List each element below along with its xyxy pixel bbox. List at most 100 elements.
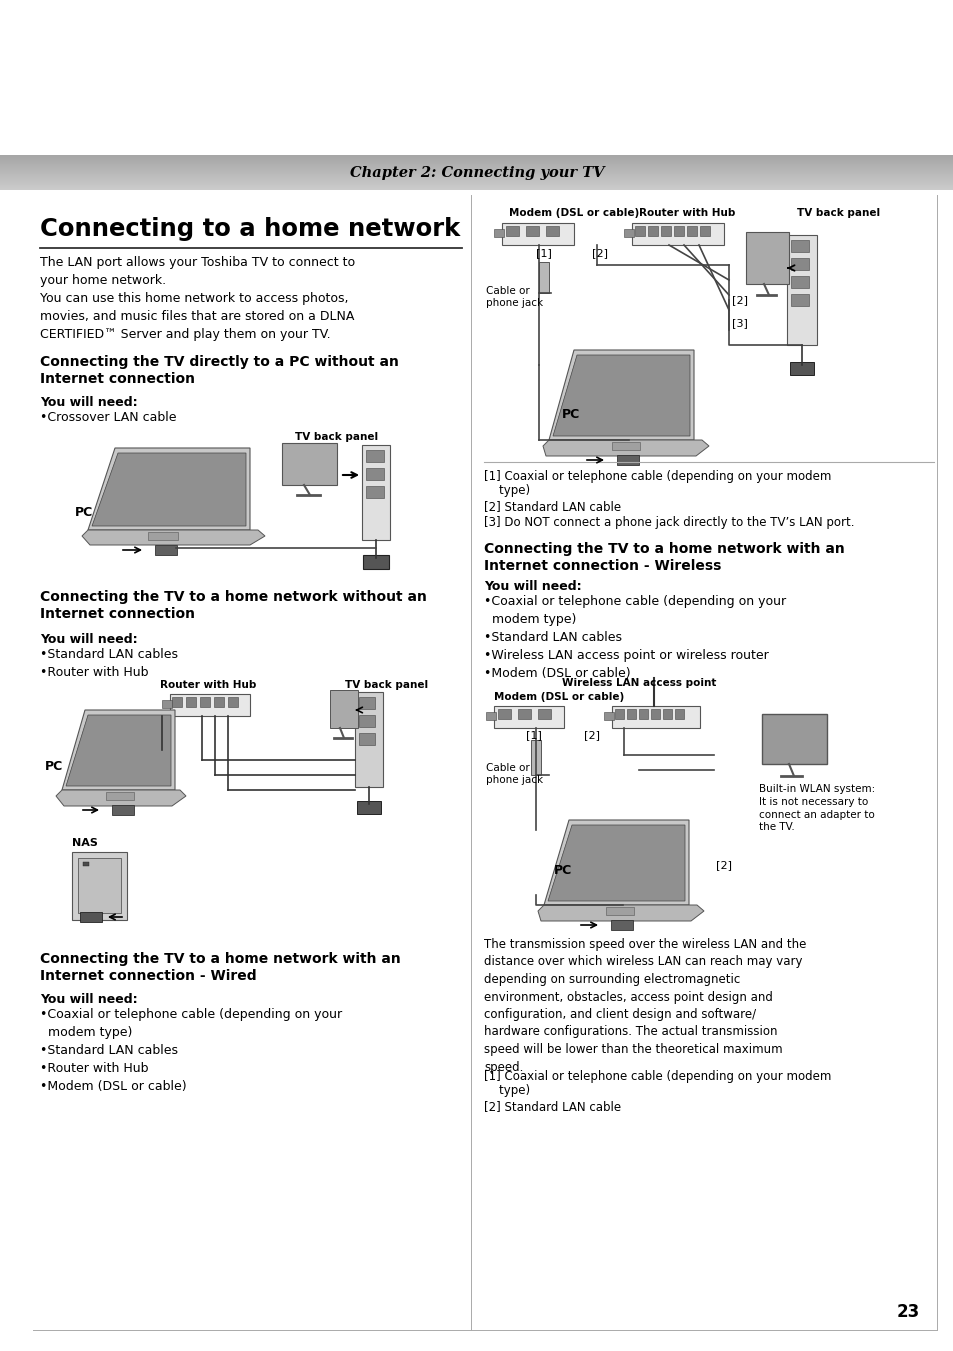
Text: Modem (DSL or cable): Modem (DSL or cable) (494, 692, 623, 703)
Polygon shape (82, 530, 265, 544)
Bar (106, 792, 133, 800)
Bar (78, 858, 121, 913)
Bar (639, 709, 647, 719)
Bar (790, 276, 808, 288)
Bar (83, 862, 89, 866)
Text: You will need:: You will need: (483, 580, 581, 593)
Bar (358, 734, 375, 744)
Bar (605, 907, 634, 915)
Text: The LAN port allows your Toshiba TV to connect to
your home network.
You can use: The LAN port allows your Toshiba TV to c… (40, 255, 355, 340)
Polygon shape (548, 350, 693, 440)
Bar (603, 712, 614, 720)
Text: PC: PC (75, 505, 93, 519)
Text: •Crossover LAN cable: •Crossover LAN cable (40, 411, 176, 424)
Text: type): type) (483, 1084, 530, 1097)
Text: Connecting the TV to a home network with an
Internet connection - Wireless: Connecting the TV to a home network with… (483, 542, 843, 573)
Text: [1]: [1] (536, 249, 551, 258)
Bar (545, 226, 558, 236)
Polygon shape (542, 440, 708, 457)
Bar (660, 226, 670, 236)
Bar (505, 226, 518, 236)
Text: [1] Coaxial or telephone cable (depending on your modem: [1] Coaxial or telephone cable (dependin… (483, 1070, 830, 1084)
Polygon shape (543, 820, 688, 905)
Bar (358, 715, 375, 727)
Polygon shape (66, 715, 171, 786)
Bar (623, 230, 634, 236)
Text: NAS: NAS (71, 838, 98, 848)
Bar (612, 707, 700, 728)
Text: You will need:: You will need: (40, 993, 137, 1006)
Bar (786, 235, 816, 345)
Text: [2] Standard LAN cable: [2] Standard LAN cable (483, 500, 620, 513)
Bar (485, 712, 496, 720)
Polygon shape (91, 453, 246, 526)
Text: PC: PC (45, 761, 63, 774)
Polygon shape (531, 740, 540, 775)
Bar (610, 920, 633, 929)
Bar (525, 226, 538, 236)
Bar (154, 544, 177, 555)
Text: PC: PC (561, 408, 579, 422)
Polygon shape (56, 790, 186, 807)
Text: TV back panel: TV back panel (345, 680, 428, 690)
Text: •Coaxial or telephone cable (depending on your
  modem type)
•Standard LAN cable: •Coaxial or telephone cable (depending o… (483, 594, 785, 680)
Text: Router with Hub: Router with Hub (160, 680, 256, 690)
Polygon shape (537, 905, 703, 921)
Text: [2]: [2] (731, 295, 747, 305)
Bar (761, 713, 826, 765)
Text: [2]: [2] (592, 249, 607, 258)
Bar (213, 697, 224, 707)
Bar (662, 709, 671, 719)
Text: •Coaxial or telephone cable (depending on your
  modem type)
•Standard LAN cable: •Coaxial or telephone cable (depending o… (40, 1008, 342, 1093)
Text: [1]: [1] (525, 730, 541, 740)
Bar (172, 697, 182, 707)
Bar (366, 450, 384, 462)
Text: Wireless LAN access point: Wireless LAN access point (561, 678, 716, 688)
Text: You will need:: You will need: (40, 396, 137, 409)
Bar (686, 226, 697, 236)
Polygon shape (88, 449, 250, 530)
Text: TV back panel: TV back panel (796, 208, 880, 218)
Text: type): type) (483, 484, 530, 497)
Text: Connecting the TV to a home network without an
Internet connection: Connecting the TV to a home network with… (40, 590, 426, 620)
Text: [2] Standard LAN cable: [2] Standard LAN cable (483, 1100, 620, 1113)
Bar (282, 443, 336, 485)
Text: [3] Do NOT connect a phone jack directly to the TV’s LAN port.: [3] Do NOT connect a phone jack directly… (483, 516, 854, 530)
Bar (358, 697, 375, 709)
Bar (186, 697, 195, 707)
Text: [1] Coaxial or telephone cable (depending on your modem: [1] Coaxial or telephone cable (dependin… (483, 470, 830, 484)
Bar (112, 805, 133, 815)
Bar (612, 442, 639, 450)
Bar (537, 709, 551, 719)
Text: [3]: [3] (731, 317, 747, 328)
Bar (790, 295, 808, 305)
Bar (790, 240, 808, 253)
Bar (228, 697, 237, 707)
Bar (494, 230, 503, 236)
Bar (497, 709, 511, 719)
Text: Router with Hub: Router with Hub (639, 208, 735, 218)
Bar (700, 226, 709, 236)
Bar (355, 692, 382, 788)
Text: You will need:: You will need: (40, 634, 137, 646)
Text: Modem (DSL or cable): Modem (DSL or cable) (509, 208, 639, 218)
Text: Built-in WLAN system:
It is not necessary to
connect an adapter to
the TV.: Built-in WLAN system: It is not necessar… (759, 784, 874, 832)
Bar (517, 709, 531, 719)
Bar (626, 709, 636, 719)
Text: Cable or
phone jack: Cable or phone jack (485, 763, 542, 785)
Bar (790, 258, 808, 270)
Bar (673, 226, 683, 236)
Text: Cable or
phone jack: Cable or phone jack (485, 286, 542, 308)
Bar (745, 232, 788, 284)
Bar (361, 444, 390, 540)
Bar (366, 467, 384, 480)
Bar (330, 690, 357, 728)
Bar (494, 707, 563, 728)
Text: Chapter 2: Connecting your TV: Chapter 2: Connecting your TV (350, 166, 603, 180)
Bar (170, 694, 250, 716)
Text: Connecting to a home network: Connecting to a home network (40, 218, 459, 240)
Bar (631, 223, 723, 245)
Text: •Standard LAN cables
•Router with Hub: •Standard LAN cables •Router with Hub (40, 648, 178, 680)
Bar (363, 555, 389, 569)
Bar (356, 801, 380, 815)
